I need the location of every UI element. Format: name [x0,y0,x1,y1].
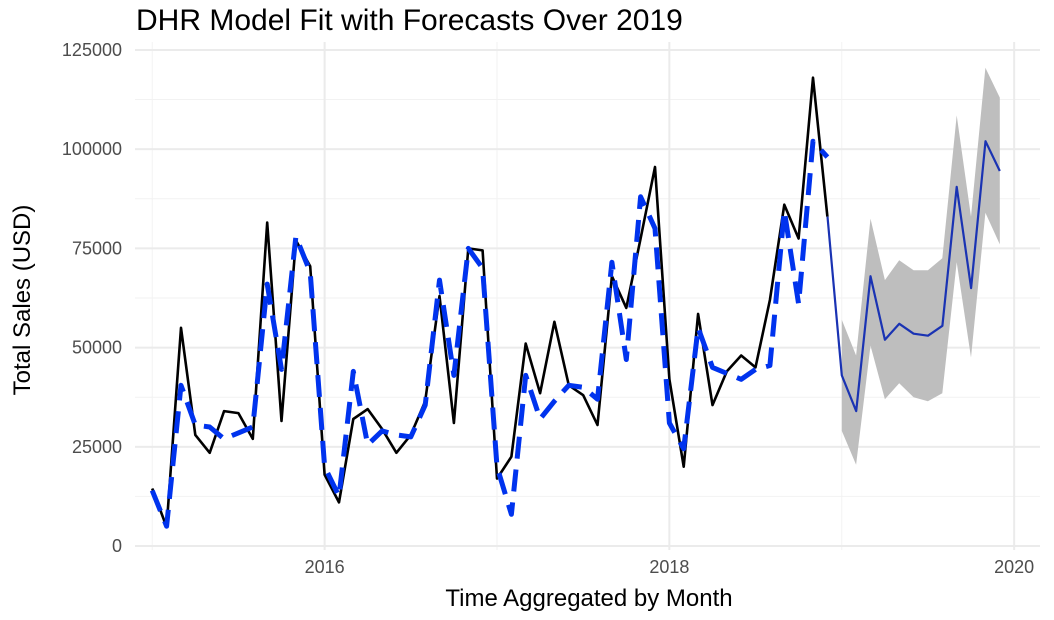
x-tick-label: 2018 [649,557,689,577]
series-line-observed [150,76,829,529]
forecast-interval-band [841,67,1000,465]
forecast-interval-area [841,67,1000,465]
y-tick-label: 25000 [72,437,122,457]
x-tick-label: 2020 [994,557,1034,577]
x-tick-label: 2016 [305,557,345,577]
series-line-forecast [826,140,1001,413]
y-tick-label: 75000 [72,238,122,258]
y-axis-label: Total Sales (USD) [9,205,36,396]
x-axis-label: Time Aggregated by Month [445,585,732,612]
series-line-fitted [149,138,830,529]
tick-labels: 0 25000 50000 75000 100000 125000 2016 2018 2020 [62,40,1034,577]
chart-title: DHR Model Fit with Forecasts Over 2019 [136,4,683,37]
y-tick-label: 100000 [62,139,122,159]
series-lines [149,76,1001,529]
y-tick-label: 50000 [72,338,122,358]
y-tick-label: 0 [112,536,122,556]
y-tick-label: 125000 [62,40,122,60]
